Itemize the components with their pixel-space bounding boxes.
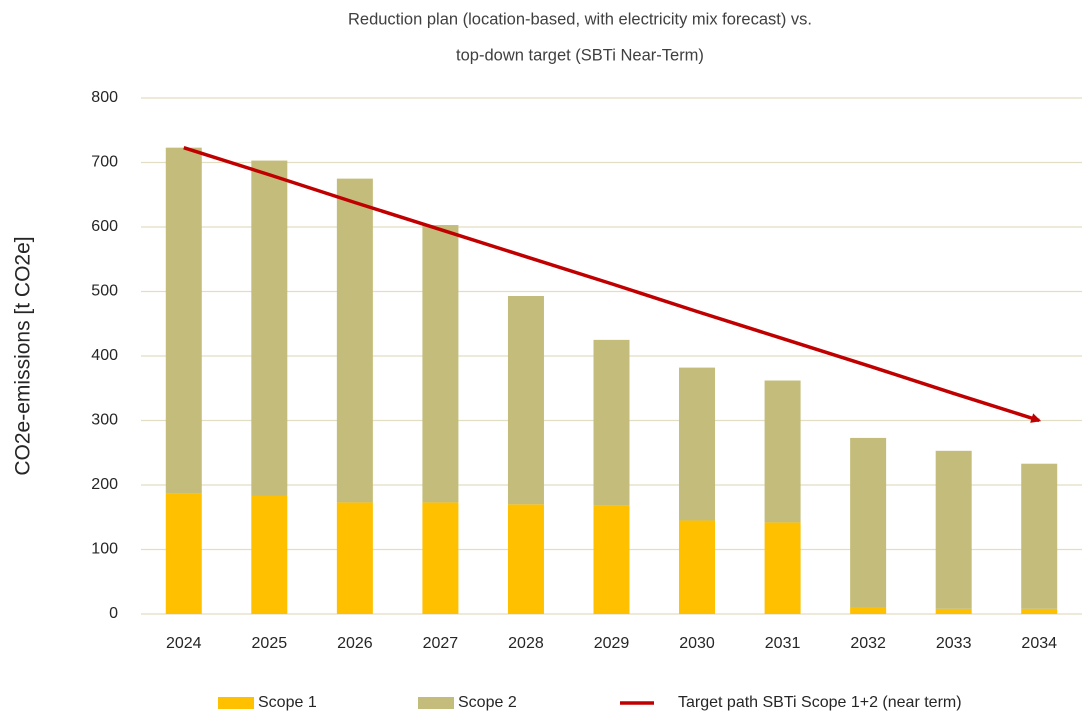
target-line xyxy=(183,145,1042,423)
legend-swatch xyxy=(418,697,454,709)
bar xyxy=(422,225,459,503)
bar xyxy=(165,147,202,494)
legend-swatch xyxy=(218,697,254,709)
y-tick-label: 800 xyxy=(91,89,118,106)
y-tick-label: 400 xyxy=(91,347,118,364)
bar xyxy=(165,493,202,614)
legend-label: Scope 1 xyxy=(258,694,317,711)
chart-title: Reduction plan (location-based, with ele… xyxy=(348,10,812,28)
bar xyxy=(336,502,373,614)
bar xyxy=(507,504,544,614)
y-tick-label: 700 xyxy=(91,154,118,171)
x-tick-label: 2024 xyxy=(166,635,202,652)
chart-title: top-down target (SBTi Near-Term) xyxy=(456,46,704,64)
bar xyxy=(935,450,972,609)
bar xyxy=(1021,463,1058,609)
bar xyxy=(679,520,716,614)
x-tick-label: 2033 xyxy=(936,635,972,652)
bar xyxy=(850,437,887,608)
y-tick-label: 200 xyxy=(91,476,118,493)
bar xyxy=(764,380,801,523)
bar xyxy=(679,367,716,521)
x-tick-label: 2031 xyxy=(765,635,801,652)
x-tick-label: 2032 xyxy=(850,635,886,652)
y-tick-label: 600 xyxy=(91,218,118,235)
bar xyxy=(764,522,801,614)
legend-label: Scope 2 xyxy=(458,694,517,711)
y-axis-label: CO2e-emissions [t CO2e] xyxy=(12,236,35,475)
x-tick-label: 2026 xyxy=(337,635,373,652)
bar xyxy=(935,608,972,614)
legend-label: Target path SBTi Scope 1+2 (near term) xyxy=(678,694,962,711)
bar xyxy=(593,339,630,506)
x-tick-label: 2029 xyxy=(594,635,630,652)
x-tick-label: 2030 xyxy=(679,635,715,652)
bar xyxy=(251,495,288,614)
bar xyxy=(593,505,630,614)
x-tick-label: 2027 xyxy=(423,635,459,652)
y-tick-label: 300 xyxy=(91,412,118,429)
y-tick-label: 100 xyxy=(91,541,118,558)
y-tick-label: 500 xyxy=(91,283,118,300)
bar xyxy=(1021,608,1058,614)
bar xyxy=(336,178,373,503)
x-tick-label: 2034 xyxy=(1021,635,1057,652)
bar xyxy=(507,296,544,505)
y-tick-label: 0 xyxy=(109,605,118,622)
x-tick-label: 2025 xyxy=(252,635,288,652)
bar xyxy=(422,502,459,614)
bar xyxy=(251,160,288,496)
x-tick-label: 2028 xyxy=(508,635,544,652)
bar xyxy=(850,607,887,614)
